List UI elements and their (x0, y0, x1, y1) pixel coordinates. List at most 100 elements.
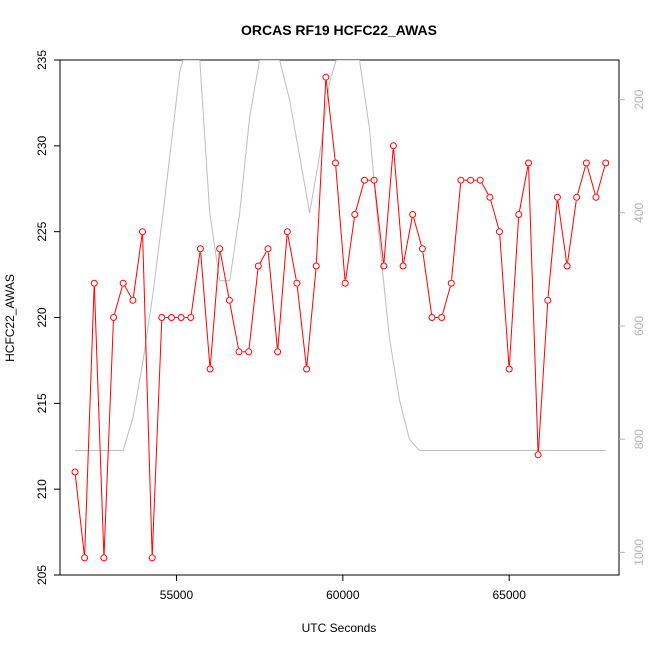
primary-line-segment (490, 200, 500, 229)
primary-line-segment (200, 252, 211, 366)
y2-tick-label: 400 (632, 202, 646, 222)
data-point (254, 262, 262, 270)
data-point (303, 365, 311, 373)
primary-line-segment (537, 303, 549, 452)
secondary-line-segment (299, 156, 311, 213)
secondary-line-segment (398, 399, 410, 440)
data-point (71, 468, 79, 476)
primary-line-segment (383, 149, 394, 263)
secondary-line-segment (162, 127, 174, 213)
primary-line-segment (287, 235, 297, 280)
data-point (409, 211, 417, 218)
data-point (129, 296, 137, 304)
data-point (196, 245, 204, 253)
data-point (563, 262, 571, 270)
data-point (380, 262, 388, 270)
secondary-line-segment (309, 156, 320, 213)
primary-line-segment (259, 251, 267, 264)
primary-line-segment (451, 183, 462, 280)
secondary-line-segment (152, 212, 164, 293)
y-tick-label: 205 (35, 565, 49, 585)
data-point (544, 296, 552, 304)
data-point (476, 176, 484, 184)
data-point (525, 159, 532, 167)
y-axis-title: HCFC22_AWAS (3, 274, 17, 362)
primary-line-segment (74, 475, 85, 555)
primary-line-segment (577, 166, 586, 195)
data-point (177, 314, 185, 321)
data-point (370, 176, 378, 184)
primary-line-segment (114, 286, 123, 315)
data-point (428, 314, 436, 321)
primary-line-segment (519, 166, 529, 212)
data-point (602, 159, 610, 167)
data-point (110, 314, 118, 321)
primary-line-segment (345, 218, 355, 280)
secondary-line-segment (122, 416, 134, 451)
data-point (206, 365, 214, 373)
data-point (148, 554, 156, 562)
secondary-line-segment (132, 359, 144, 417)
data-point (168, 314, 175, 321)
data-point (119, 279, 127, 287)
primary-line-segment (124, 286, 132, 298)
data-point (274, 348, 282, 356)
data-point (496, 228, 503, 236)
secondary-line-segment (249, 60, 261, 117)
data-point (283, 228, 291, 236)
y-tick-label: 210 (35, 479, 49, 499)
data-point (351, 211, 359, 218)
data-point (312, 262, 320, 270)
secondary-line-segment (142, 291, 154, 360)
data-point (341, 279, 349, 287)
data-point (534, 451, 542, 459)
data-point (225, 296, 233, 304)
secondary-line-segment (179, 60, 184, 72)
primary-line-segment (528, 166, 539, 452)
data-point (467, 176, 475, 184)
primary-line-segment (209, 252, 220, 366)
y-tick-label: 215 (35, 393, 49, 413)
primary-line-segment (93, 286, 105, 555)
primary-line-segment (267, 252, 278, 349)
primary-line-segment (306, 269, 317, 366)
data-point (90, 279, 98, 287)
data-point (389, 142, 397, 150)
primary-line-segment (315, 80, 327, 263)
x-tick-label: 60000 (326, 588, 360, 602)
secondary-line-segment (229, 212, 241, 281)
data-point (216, 245, 224, 253)
data-point (553, 193, 561, 201)
data-point (235, 348, 243, 356)
data-point (158, 314, 166, 321)
primary-line-segment (508, 218, 520, 366)
plot-frame (59, 59, 620, 576)
data-point (322, 73, 330, 81)
data-point (515, 211, 523, 218)
secondary-line-segment (378, 241, 390, 338)
primary-line-segment (84, 286, 95, 555)
data-point (592, 193, 600, 201)
secondary-line-segment (289, 99, 301, 157)
data-point (418, 245, 426, 253)
secondary-line-layer (75, 60, 606, 451)
secondary-line-segment (388, 337, 400, 400)
primary-line-segment (355, 183, 364, 212)
primary-line-segment (393, 149, 404, 263)
secondary-line-segment (172, 71, 181, 128)
primary-line-segment (103, 321, 114, 555)
x-tick-label: 65000 (493, 588, 527, 602)
primary-line-segment (132, 235, 143, 297)
primary-line-segment (547, 200, 558, 297)
primary-line-segment (142, 235, 153, 555)
data-point (264, 245, 272, 253)
primary-line-segment (374, 183, 384, 263)
data-point (582, 159, 590, 167)
primary-line-segment (413, 217, 422, 246)
secondary-line-segment (409, 438, 420, 451)
primary-line-segment (219, 252, 230, 297)
data-point (245, 348, 253, 356)
primary-line-segment (277, 235, 288, 349)
primary-line-segment (229, 303, 239, 349)
y-axis-right: 200 400 600 800 1000 (619, 89, 646, 566)
